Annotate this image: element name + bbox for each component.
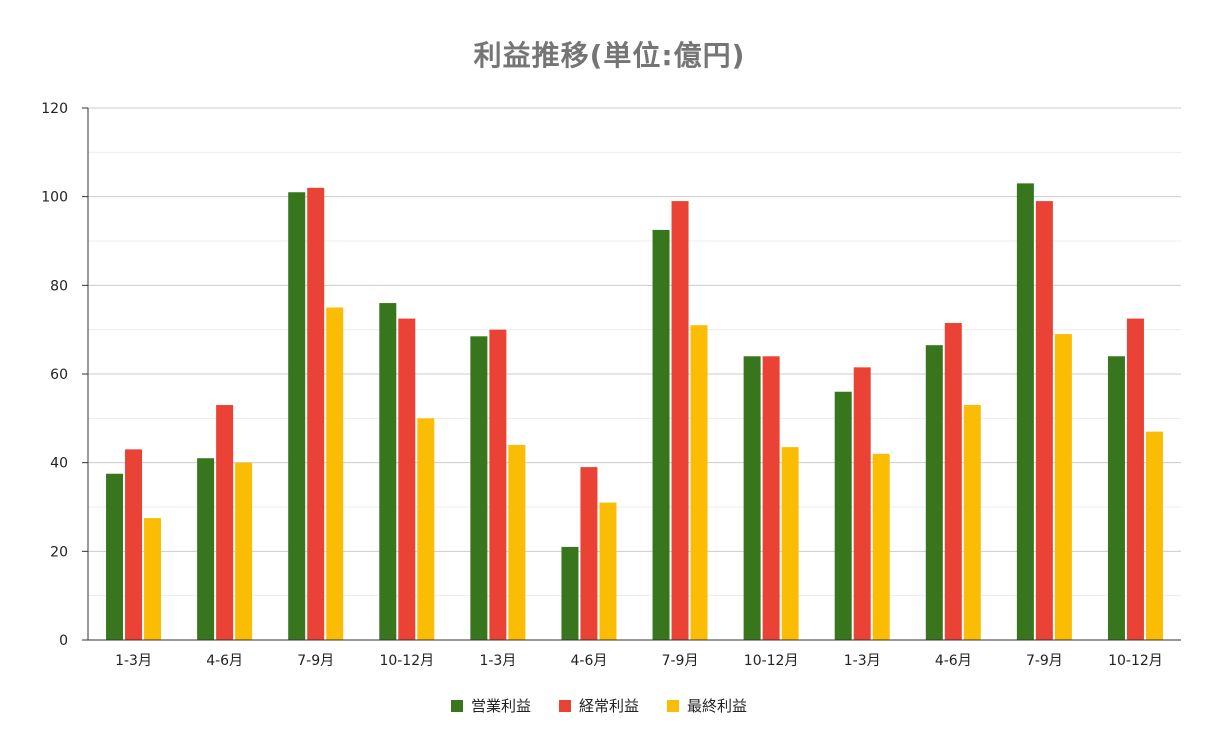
bar [216, 405, 234, 640]
x-tick-label: 7-9月 [1026, 653, 1063, 669]
bar [1107, 356, 1125, 640]
x-tick-label: 7-9月 [297, 653, 334, 669]
bar [144, 518, 162, 640]
y-tick-label: 40 [50, 456, 68, 472]
legend-label: 最終利益 [687, 697, 747, 715]
bar [1016, 183, 1034, 640]
x-tick-label: 4-6月 [206, 653, 243, 669]
bar [326, 307, 344, 640]
y-tick-label: 100 [41, 190, 68, 206]
bar [197, 458, 215, 640]
x-tick-label: 1-3月 [844, 653, 881, 669]
bar [379, 303, 397, 640]
bar [307, 187, 325, 641]
bar [561, 546, 579, 640]
legend-swatch [667, 700, 679, 712]
bar [489, 329, 507, 640]
bar [853, 367, 871, 640]
bar [690, 325, 708, 640]
legend-swatch [559, 700, 571, 712]
legend-swatch [451, 700, 463, 712]
x-tick-label: 10-12月 [1108, 653, 1163, 669]
x-tick-label: 10-12月 [379, 653, 434, 669]
bar [762, 356, 780, 640]
bar [872, 453, 890, 640]
bar [125, 449, 143, 640]
bar [580, 467, 598, 640]
bar [743, 356, 761, 640]
bar [925, 345, 943, 640]
legend-label: 営業利益 [471, 697, 531, 715]
bar [781, 447, 799, 640]
x-tick-label: 1-3月 [479, 653, 516, 669]
y-tick-label: 80 [50, 278, 68, 294]
y-tick-label: 20 [50, 544, 68, 560]
bar [671, 201, 689, 640]
bar [1054, 334, 1072, 640]
chart-title: 利益推移(単位:億円) [473, 39, 746, 72]
y-tick-label: 120 [41, 101, 68, 117]
bar [398, 318, 416, 640]
legend: 営業利益 経常利益 最終利益 [451, 697, 747, 715]
bar [106, 473, 124, 640]
legend-label: 経常利益 [579, 697, 639, 715]
bar [652, 229, 670, 640]
x-tick-label: 10-12月 [744, 653, 799, 669]
bar [508, 444, 526, 640]
bar [235, 462, 253, 640]
axes: 0 20 40 60 80 100 120 1-3月 4-6月 7-9月 10-12月 1-3月 4-6… [41, 101, 1181, 669]
bar [834, 391, 852, 640]
x-tick-label: 7-9月 [662, 653, 699, 669]
x-tick-label: 4-6月 [935, 653, 972, 669]
bar [417, 418, 435, 640]
x-tick-label: 4-6月 [571, 653, 608, 669]
bar [1126, 318, 1144, 640]
y-tick-label: 60 [50, 367, 68, 383]
bar [288, 192, 306, 640]
bar [963, 405, 981, 640]
bar [1145, 431, 1163, 640]
bar [944, 323, 962, 640]
bar [1035, 201, 1053, 640]
y-tick-label: 0 [59, 633, 68, 649]
bar [470, 336, 488, 640]
x-tick-label: 1-3月 [115, 653, 152, 669]
bars [106, 183, 1163, 641]
bar [599, 502, 617, 640]
gridlines [88, 107, 1181, 597]
